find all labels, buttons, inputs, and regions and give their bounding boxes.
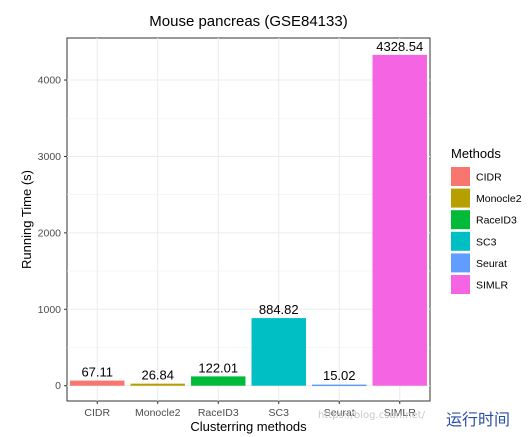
legend-title: Methods <box>451 146 501 161</box>
y-tick-label: 1000 <box>38 304 62 316</box>
data-labels: 67.11 26.84 122.01 884.82 15.02 4328.54 <box>81 39 423 383</box>
x-tick-label: SIMLR <box>384 407 417 419</box>
legend-swatch-simlr <box>451 275 470 294</box>
legend-label: CIDR <box>476 172 502 184</box>
legend-label: RaceID3 <box>476 215 517 227</box>
bar-raceid3 <box>191 376 246 386</box>
y-axis-title: Running Time (s) <box>19 170 34 269</box>
x-tick-label: RaceID3 <box>198 407 239 419</box>
watermark: https://blog.csdn.net/ <box>318 410 425 421</box>
legend-swatch-cidr <box>451 167 470 186</box>
y-tick-label: 0 <box>55 380 61 392</box>
legend-label: SIMLR <box>476 280 509 292</box>
legend-label: Monocle2 <box>476 193 522 205</box>
y-tick-label: 2000 <box>38 227 62 239</box>
plot-panel <box>66 37 431 402</box>
data-label: 122.01 <box>198 360 238 375</box>
data-label: 884.82 <box>259 302 299 317</box>
y-tick-label: 4000 <box>38 75 62 87</box>
data-label: 15.02 <box>323 368 356 383</box>
x-tick-label: SC3 <box>269 407 290 419</box>
legend-label: SC3 <box>476 236 497 248</box>
legend-swatch-raceid3 <box>451 210 470 230</box>
x-axis: CIDR Monocle2 RaceID3 SC3 Seurat SIMLR <box>84 401 416 419</box>
legend-swatch-sc3 <box>451 231 470 251</box>
bar-cidr <box>70 380 125 386</box>
bar-sc3 <box>251 318 306 386</box>
data-label: 4328.54 <box>376 39 423 54</box>
y-tick-label: 3000 <box>38 151 62 163</box>
bars <box>70 54 427 387</box>
y-axis: 0 1000 2000 3000 4000 <box>38 75 67 392</box>
bar-seurat <box>312 384 367 387</box>
x-axis-title: Clusterring methods <box>190 419 307 434</box>
bar-monocle2 <box>130 383 185 386</box>
x-tick-label: Seurat <box>324 407 355 419</box>
x-tick-label: Monocle2 <box>135 407 181 419</box>
legend-swatch-monocle2 <box>451 188 470 208</box>
bar-simlr <box>372 54 427 386</box>
legend-label: Seurat <box>476 258 507 270</box>
chart-title: Mouse pancreas (GSE84133) <box>149 13 347 30</box>
legend-swatch-seurat <box>451 253 470 273</box>
corner-text: 运行时间 <box>446 410 511 429</box>
grid <box>67 38 430 401</box>
x-tick-label: CIDR <box>84 407 110 419</box>
legend: Methods CIDR Monocle2 RaceID3 SC3 Seurat SIML… <box>451 146 522 294</box>
data-label: 67.11 <box>81 365 113 380</box>
data-label: 26.84 <box>141 368 174 383</box>
